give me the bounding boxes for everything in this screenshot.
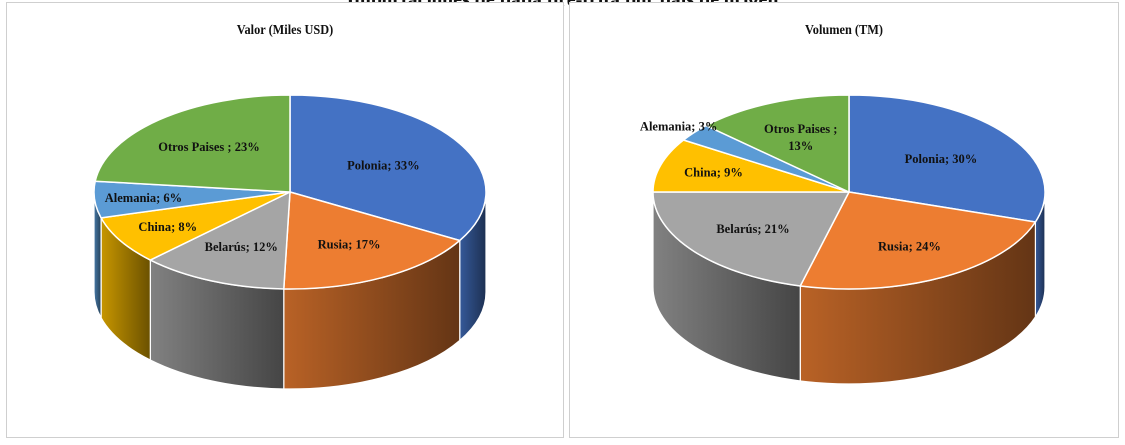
pie-slice-belarus xyxy=(652,191,850,287)
pie-slice-polonia xyxy=(289,94,487,242)
pie-slice-rusia xyxy=(799,191,1037,290)
data-label-belarus: Belarús; 21% xyxy=(716,222,789,236)
pie-slice-china xyxy=(652,139,850,193)
chart-panel-valor: Valor (Miles USD) Polonia; 33% Rusia; 17%… xyxy=(6,2,564,438)
data-label-china: China; 8% xyxy=(138,220,197,234)
data-label-otros-paises: Otros Paises ; 13% xyxy=(764,122,837,153)
pie-top-faces xyxy=(93,94,487,290)
pie-slice-belarus xyxy=(149,191,291,290)
pie-slice-china xyxy=(100,191,291,261)
chart-title: Valor (Miles USD) xyxy=(236,23,334,38)
data-label-polonia: Polonia; 30% xyxy=(905,152,978,166)
pie-top-faces xyxy=(652,94,1046,290)
pie-chart-valor: Polonia; 33% Rusia; 17% Belarús; 12% China;… xyxy=(93,94,487,390)
pie-chart-volumen: Polonia; 30% Rusia; 24% Belarús; 21% China;… xyxy=(640,94,1046,385)
pie-slice-otros-paises xyxy=(705,94,850,193)
pie-side-walls xyxy=(652,191,1046,385)
data-label-china: China; 9% xyxy=(684,166,743,180)
data-label-alemania: Alemania; 3% xyxy=(640,120,717,134)
chart-title: Volumen (TM) xyxy=(805,23,883,38)
pie-slice-rusia xyxy=(283,191,461,290)
data-label-alemania: Alemania; 6% xyxy=(105,191,182,205)
pie-slice-otros-paises xyxy=(94,94,291,193)
chart-panel-volumen: Volumen (TM) Polonia; 30% Rusia; 24% Belar… xyxy=(569,2,1119,438)
pie-slice-polonia xyxy=(848,94,1046,223)
data-label-otros-paises: Otros Paises ; 23% xyxy=(158,140,260,154)
pie-data-labels: Polonia; 33% Rusia; 17% Belarús; 12% China;… xyxy=(105,140,420,254)
data-label-belarus: Belarús; 12% xyxy=(205,240,278,254)
pie-data-labels: Polonia; 30% Rusia; 24% Belarús; 21% China;… xyxy=(640,120,977,254)
data-label-polonia: Polonia; 33% xyxy=(347,158,420,172)
data-label-rusia: Rusia; 24% xyxy=(878,239,941,253)
data-label-rusia: Rusia; 17% xyxy=(318,238,381,252)
